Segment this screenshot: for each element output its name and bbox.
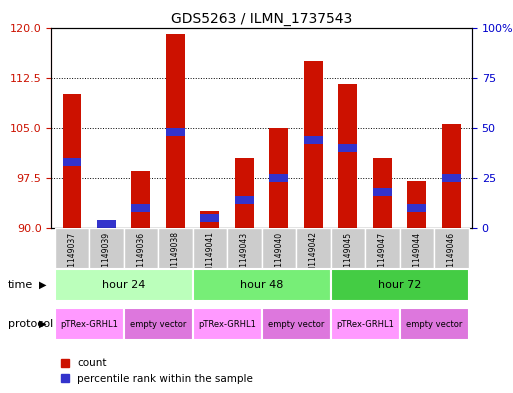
FancyBboxPatch shape [55,308,124,340]
Text: GSM1149039: GSM1149039 [102,231,111,283]
Bar [373,158,392,228]
Text: ▶: ▶ [38,280,46,290]
FancyBboxPatch shape [330,228,365,299]
FancyBboxPatch shape [330,269,468,301]
FancyBboxPatch shape [124,228,158,299]
Bar [407,181,426,228]
Bar [97,221,116,228]
Bar [442,174,461,182]
Text: GSM1149044: GSM1149044 [412,231,421,283]
Text: hour 72: hour 72 [378,280,421,290]
Text: GSM1149046: GSM1149046 [447,231,456,283]
Bar [235,158,254,228]
Bar [235,196,254,204]
Text: GSM1149041: GSM1149041 [205,231,214,283]
Bar [269,174,288,182]
Text: pTRex-GRHL1: pTRex-GRHL1 [61,320,118,329]
Bar [339,144,358,152]
FancyBboxPatch shape [55,269,193,301]
Text: empty vector: empty vector [268,320,324,329]
Bar [407,204,426,212]
Text: GSM1149040: GSM1149040 [274,231,283,283]
Bar [304,61,323,228]
Text: GSM1149047: GSM1149047 [378,231,387,283]
FancyBboxPatch shape [227,228,262,299]
FancyBboxPatch shape [193,228,227,299]
Bar [166,34,185,228]
FancyBboxPatch shape [158,228,193,299]
Text: ▶: ▶ [38,319,46,329]
Bar [63,158,82,166]
Bar [442,124,461,228]
Text: empty vector: empty vector [130,320,186,329]
Bar [201,214,220,222]
Text: pTRex-GRHL1: pTRex-GRHL1 [336,320,394,329]
Text: GSM1149043: GSM1149043 [240,231,249,283]
FancyBboxPatch shape [193,308,262,340]
FancyBboxPatch shape [400,308,468,340]
Legend: count, percentile rank within the sample: count, percentile rank within the sample [56,354,258,388]
Text: hour 24: hour 24 [102,280,145,290]
FancyBboxPatch shape [124,308,193,340]
FancyBboxPatch shape [330,308,400,340]
FancyBboxPatch shape [262,228,296,299]
Text: GSM1149045: GSM1149045 [343,231,352,283]
Bar [201,211,220,228]
FancyBboxPatch shape [296,228,330,299]
Bar [304,136,323,144]
Text: empty vector: empty vector [406,320,462,329]
FancyBboxPatch shape [400,228,434,299]
FancyBboxPatch shape [365,228,400,299]
FancyBboxPatch shape [262,308,330,340]
Bar [131,171,150,228]
Bar [97,220,116,228]
Bar [63,94,82,228]
Text: GSM1149042: GSM1149042 [309,231,318,283]
Title: GDS5263 / ILMN_1737543: GDS5263 / ILMN_1737543 [171,13,352,26]
FancyBboxPatch shape [434,228,468,299]
FancyBboxPatch shape [193,269,330,301]
Bar [131,204,150,212]
Bar [373,188,392,196]
Text: pTRex-GRHL1: pTRex-GRHL1 [198,320,256,329]
Bar [166,128,185,136]
Text: GSM1149037: GSM1149037 [68,231,76,283]
Text: hour 48: hour 48 [240,280,283,290]
FancyBboxPatch shape [55,228,89,299]
Text: time: time [8,280,33,290]
Bar [269,128,288,228]
Text: GSM1149036: GSM1149036 [136,231,146,283]
Bar [339,84,358,228]
Text: GSM1149038: GSM1149038 [171,231,180,283]
Text: protocol: protocol [8,319,53,329]
FancyBboxPatch shape [89,228,124,299]
